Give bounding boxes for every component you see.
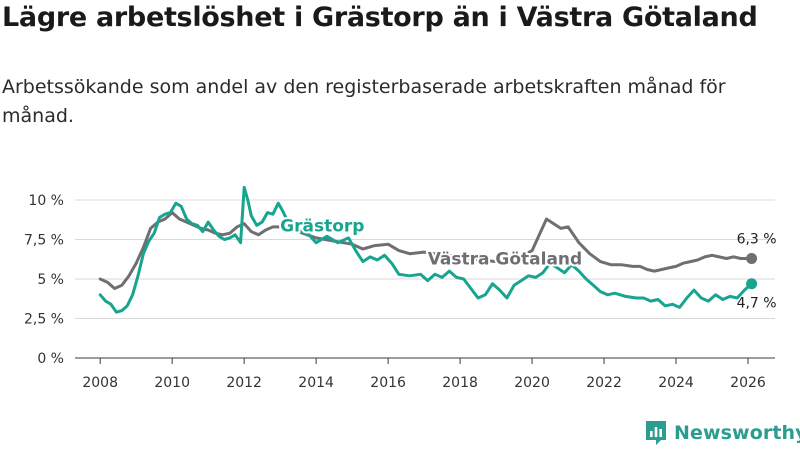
x-tick-label: 2008 [82,375,118,391]
y-tick-label: 7,5 % [24,233,64,249]
x-tick-label: 2026 [730,375,766,391]
x-tick-label: 2010 [154,375,190,391]
x-tick-label: 2012 [226,375,262,391]
x-tick-label: 2020 [514,375,550,391]
y-tick-label: 2,5 % [24,312,64,328]
end-point-grastorp [746,278,758,290]
y-tick-label: 5 % [37,272,64,288]
chart-title: Lägre arbetslöshet i Grästorp än i Västr… [2,2,758,33]
end-point-vastra-gotaland [746,252,758,264]
y-tick-label: 10 % [28,193,64,209]
x-tick-label: 2016 [370,375,406,391]
x-tick-label: 2022 [586,375,622,391]
series-name-label: Grästorp [280,216,364,236]
series-line-grastorp [98,185,754,314]
x-tick-label: 2018 [442,375,478,391]
end-value-label: 4,7 % [737,296,777,312]
x-tick-label: 2014 [298,375,334,391]
series-line-vastra-gotaland [98,211,754,290]
x-tick-label: 2024 [658,375,694,391]
y-tick-label: 0 % [37,351,64,367]
series-name-label: Västra Götaland [428,250,583,270]
brand-name: Newsworthy [674,422,800,444]
newsworthy-logo-icon [646,421,666,445]
end-value-label: 6,3 % [737,231,777,247]
brand-logo: Newsworthy [644,418,800,448]
chart-subtitle: Arbetssökande som andel av den registerb… [2,76,726,127]
